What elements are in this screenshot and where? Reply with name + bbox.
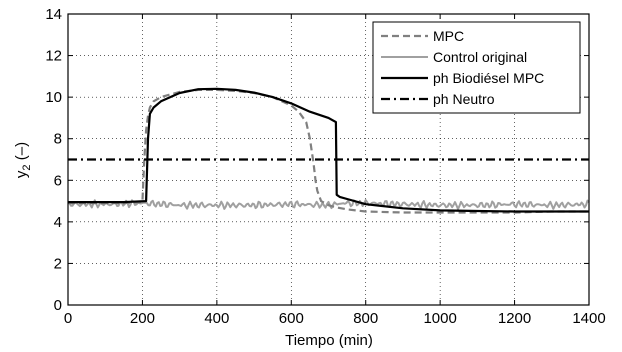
x-tick-label: 200 [130,310,155,327]
y-tick-label: 2 [54,255,62,272]
y-axis-label: y2 (–) [13,142,33,178]
legend: MPC Control original ph Biodiésel MPC ph Ne… [372,21,581,114]
y-tick-label: 0 [54,297,62,314]
x-axis-label: Tiempo (min) [285,332,373,349]
x-axis-ticks: 0 200 400 600 800 1000 1200 1400 [64,14,606,327]
x-tick-label: 1200 [498,310,531,327]
x-tick-label: 800 [353,310,378,327]
y-tick-label: 14 [45,6,62,23]
series-line-1 [67,199,590,211]
x-tick-label: 600 [279,310,304,327]
x-tick-label: 1000 [423,310,456,327]
y-tick-label: 6 [54,172,62,189]
y-axis-ticks: 0 2 4 6 8 10 12 14 [45,6,589,314]
x-tick-label: 400 [204,310,229,327]
y-tick-label: 8 [54,131,62,148]
legend-label: Control original [433,49,527,65]
x-tick-label: 0 [64,310,72,327]
y-tick-label: 12 [45,48,62,65]
series-lines [67,87,590,214]
legend-label: ph Biodiésel MPC [433,70,544,86]
y-tick-label: 4 [54,214,62,231]
x-tick-label: 1400 [572,310,605,327]
series-line-2 [68,87,589,213]
legend-label: MPC [433,28,464,44]
plot-frame [67,13,590,306]
y-tick-label: 10 [45,89,62,106]
legend-label: ph Neutro [433,91,495,107]
